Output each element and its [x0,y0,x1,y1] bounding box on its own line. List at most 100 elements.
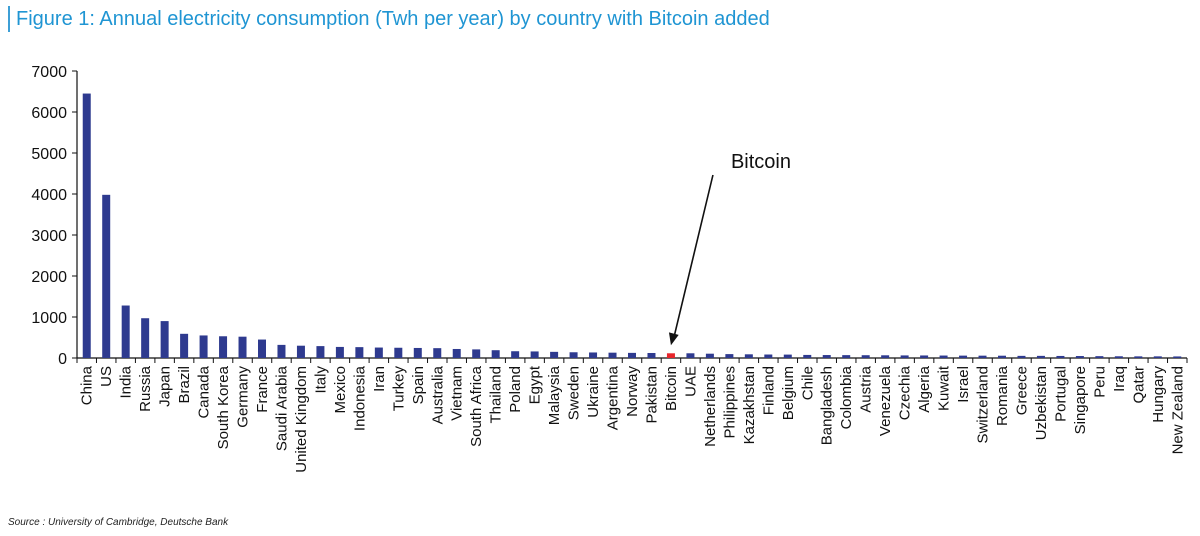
x-tick-label: Portugal [1052,366,1069,422]
y-tick-label: 7000 [31,64,67,81]
x-tick-label: Ukraine [585,366,602,418]
bar-mexico [335,346,344,358]
bitcoin-annotation: Bitcoin [668,151,791,346]
bar-vietnam [452,348,461,358]
annotation-arrow-head [668,332,679,346]
bar-south-korea [219,336,228,358]
x-tick-label: Switzerland [975,366,992,444]
bar-venezuela [881,355,890,358]
x-tick-label: Austria [858,365,875,412]
bars [82,93,1182,359]
y-axis: 0 1000 2000 3000 4000 5000 6000 7000 [31,64,78,368]
x-tick-label: Bangladesh [819,366,836,445]
bar-australia [433,348,442,358]
x-tick-label: India [118,365,135,398]
bar-malaysia [550,351,559,358]
x-tick-label: Malaysia [546,365,563,425]
x-tick-label: Brazil [176,366,193,404]
x-tick-label: China [79,365,96,405]
bar-philippines [725,354,734,358]
bar-kazakhstan [744,354,753,358]
annotation-arrow-line [673,174,714,338]
x-tick-label: Egypt [527,365,544,404]
bar-iraq [1114,356,1123,358]
x-tick-label: Kazakhstan [741,366,758,444]
bar-canada [199,335,208,358]
x-tick-label: Netherlands [702,366,719,447]
x-tick-label: Chile [799,366,816,400]
x-tick-label: UAE [682,366,699,397]
bar-bitcoin [666,353,675,358]
bar-peru [1095,356,1104,358]
x-tick-label: Pakistan [643,366,660,424]
x-tick-label: Italy [312,366,329,394]
bar-france [258,339,266,358]
bar-greece [1017,355,1026,358]
x-tick-label: Indonesia [351,365,368,431]
x-tick-label: Peru [1091,366,1108,398]
y-tick-label: 1000 [31,310,67,327]
x-tick-label: France [254,366,271,413]
x-tick-label: US [98,366,115,387]
bar-iran [374,347,383,358]
x-tick-label: Germany [235,366,252,428]
bar-sweden [569,352,578,358]
x-tick-label: Spain [410,366,427,404]
figure-title: Figure 1: Annual electricity consumption… [16,8,770,30]
bar-hungary [1153,356,1162,358]
bar-norway [628,352,636,358]
x-tick-label: Colombia [838,365,855,429]
bar-austria [861,355,870,358]
bar-india [121,305,130,358]
x-tick-labels: China US India Russia Japan Brazil Canada South… [79,365,1187,473]
x-tick-label: Australia [429,365,446,424]
bar-netherlands [705,353,714,358]
x-tick-label: Bitcoin [663,366,680,411]
x-tick-label: Uzbekistan [1033,366,1050,440]
bar-brazil [180,333,189,358]
bar-united-kingdom [296,345,305,358]
y-tick-label: 0 [58,351,67,368]
x-tick-label: Qatar [1130,366,1147,404]
bar-uzbekistan [1036,355,1045,358]
x-tick-label: Belgium [780,366,797,420]
x-tick-label: Poland [507,366,524,413]
bar-switzerland [978,355,987,358]
x-axis [76,357,1188,363]
bar-portugal [1056,355,1065,358]
bar-spain [413,347,422,358]
x-tick-label: Japan [157,366,174,407]
x-tick-label: Finland [760,366,777,415]
x-tick-label: Greece [1013,366,1030,415]
x-tick-label: Russia [137,365,154,412]
bar-south-africa [472,349,481,358]
x-tick-label: Singapore [1072,366,1089,434]
bar-chile [803,354,812,358]
bar-uae [686,353,695,358]
bar-new-zealand [1173,356,1182,358]
x-tick-label: Venezuela [877,365,894,436]
x-tick-label: Mexico [332,366,349,414]
y-tick-label: 3000 [31,228,67,245]
bar-romania [998,355,1006,358]
x-tick-label: Turkey [390,366,407,412]
bar-germany [238,336,247,358]
bar-singapore [1075,356,1084,358]
x-tick-label: Canada [196,365,213,418]
bar-egypt [530,351,539,358]
x-tick-label: Iran [371,366,388,392]
bar-russia [141,318,150,358]
bar-pakistan [647,352,656,358]
y-tick-label: 2000 [31,269,67,286]
x-tick-label: Algeria [916,365,933,412]
bar-us [102,194,111,358]
x-tick-label: New Zealand [1169,366,1186,454]
bar-japan [160,321,169,358]
bar-indonesia [355,347,364,358]
y-tick-label: 4000 [31,187,67,204]
bar-turkey [394,347,403,358]
x-tick-label: South Korea [215,365,232,449]
x-tick-label: Saudi Arabia [273,365,290,451]
source-note: Source : University of Cambridge, Deutsc… [8,517,229,528]
bar-algeria [920,355,929,358]
